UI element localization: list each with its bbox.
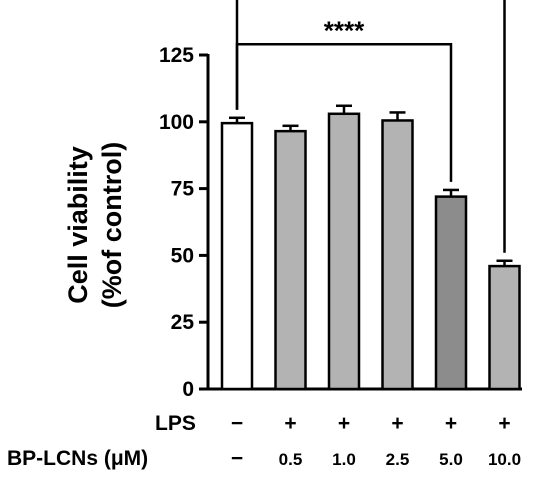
axes — [206, 54, 522, 391]
condition-cell: 10.0 — [488, 450, 521, 469]
y-axis-title-line-1: Cell viability — [63, 146, 93, 304]
condition-cell: + — [445, 412, 457, 435]
condition-table: LPS − + + + + + BP-LCNs (μM) − 0.5 1.0 2.5 5.0 10.0 — [7, 412, 521, 470]
y-tick-label: 50 — [171, 244, 194, 267]
condition-cell: + — [498, 412, 510, 435]
condition-cell: + — [284, 412, 296, 435]
bar — [274, 129, 307, 391]
y-axis-title-line-2: (%of control) — [97, 142, 127, 308]
condition-cell: 1.0 — [332, 450, 356, 469]
y-tick-label: 75 — [171, 178, 195, 201]
condition-cell: 2.5 — [386, 450, 410, 469]
y-tick-label: 100 — [159, 111, 194, 134]
condition-cell: + — [338, 412, 350, 435]
condition-cell: − — [231, 447, 243, 470]
bars — [220, 104, 521, 391]
significance-label: **** — [324, 15, 365, 45]
bar — [434, 195, 468, 391]
condition-cell: + — [391, 412, 403, 435]
y-axis-title: Cell viability (%of control) — [63, 142, 127, 308]
condition-row-label: BP-LCNs (μM) — [7, 447, 148, 470]
y-tick-label: 25 — [171, 311, 195, 334]
condition-cell: − — [231, 412, 243, 435]
bar — [327, 112, 361, 391]
condition-cell: 0.5 — [279, 450, 303, 469]
bar — [220, 121, 254, 391]
y-tick-label: 0 — [182, 378, 194, 401]
significance-brackets: ******** — [235, 0, 506, 253]
y-tick-label: 125 — [159, 44, 194, 67]
condition-row-label: LPS — [155, 412, 196, 435]
bar — [381, 119, 414, 391]
bar — [488, 264, 521, 391]
significance-bracket — [235, 0, 506, 253]
condition-cell: 5.0 — [439, 450, 463, 469]
y-ticks: 0 25 50 75 100 125 — [159, 44, 208, 401]
